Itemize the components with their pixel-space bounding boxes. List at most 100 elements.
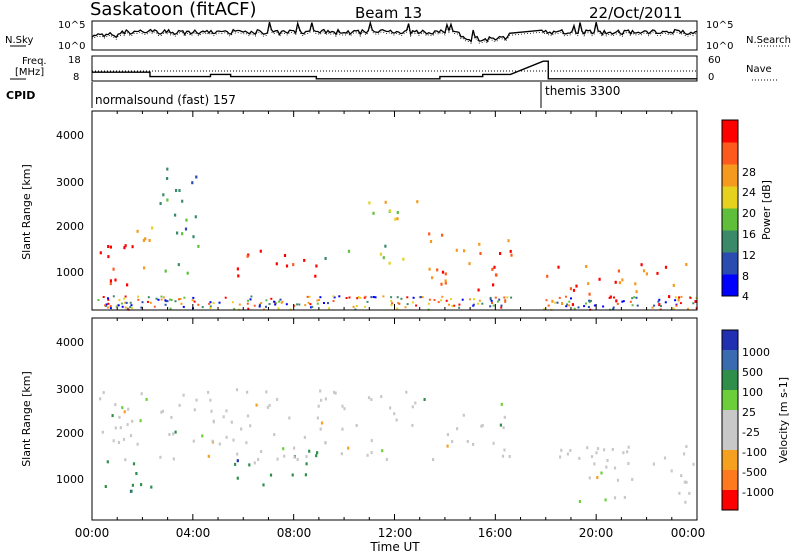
power-cell: [656, 271, 659, 275]
power-colorbar-swatch: [722, 274, 738, 297]
power-cell: [166, 167, 169, 171]
velocity-cell: [627, 445, 630, 449]
power-cell: [394, 217, 397, 221]
velocity-cell: [593, 462, 596, 466]
power-cell: [347, 249, 351, 253]
power-cell: [316, 302, 319, 305]
power-cell: [440, 282, 443, 286]
velocity-cell: [236, 476, 239, 480]
velocity-cell: [685, 480, 688, 484]
velocity-cell: [178, 403, 181, 407]
velocity-cell: [304, 473, 307, 477]
power-cell: [208, 302, 211, 305]
power-cell: [174, 213, 177, 217]
power-cell: [309, 303, 312, 306]
velocity-cell: [663, 456, 667, 460]
velocity-cell: [389, 406, 392, 410]
velocity-cell: [168, 433, 171, 436]
velocity-cell: [692, 462, 695, 466]
power-cell: [565, 305, 568, 308]
power-cell: [680, 295, 683, 298]
velocity-cell: [405, 390, 408, 394]
power-cell: [107, 306, 109, 309]
freq-label-line2: [MHz]: [15, 67, 44, 78]
power-cell: [162, 193, 165, 197]
power-cell: [246, 254, 249, 258]
velocity-data: [99, 388, 695, 504]
power-cell: [415, 304, 418, 307]
velocity-ytick-3000: 3000: [56, 383, 84, 396]
velocity-cell: [276, 457, 279, 461]
noise-left-tick-bottom: 10^0: [58, 41, 85, 52]
velocity-cell: [172, 432, 175, 436]
power-cell: [316, 299, 319, 302]
power-cell: [694, 300, 697, 303]
velocity-ytick-1000: 1000: [56, 473, 84, 486]
power-cell: [178, 298, 180, 301]
power-cell: [672, 283, 675, 287]
power-cell: [224, 296, 227, 299]
station-title: Saskatoon (fitACF): [90, 0, 257, 20]
power-cbar-label: Power [dB]: [760, 180, 773, 240]
velocity-colorbar-swatch: [722, 430, 738, 451]
power-cell: [366, 300, 369, 303]
power-cell: [441, 233, 444, 237]
noise-search-trace: [91, 23, 698, 45]
velocity-cell: [253, 461, 256, 465]
power-ytick-1000: 1000: [56, 266, 84, 279]
power-cell: [292, 263, 295, 267]
power-cell: [247, 299, 249, 302]
velocity-cell: [466, 440, 469, 443]
power-ytick-2000: 2000: [56, 220, 84, 233]
velocity-cell: [319, 427, 322, 431]
power-cell: [570, 297, 572, 300]
velocity-cell: [240, 427, 243, 431]
velocity-cell: [273, 433, 276, 437]
power-cell: [437, 301, 440, 304]
power-cell: [164, 299, 167, 302]
velocity-cell: [370, 398, 373, 401]
velocity-cell: [288, 416, 291, 420]
velocity-cell: [207, 454, 210, 458]
velocity-cell: [333, 390, 336, 394]
power-cell: [129, 301, 132, 304]
velocity-cell: [622, 451, 625, 455]
power-cell: [176, 231, 179, 235]
power-cell: [692, 302, 695, 305]
power-cell: [495, 273, 498, 277]
power-cell: [569, 287, 572, 291]
velocity-cell: [600, 471, 603, 475]
power-cell: [370, 296, 373, 299]
velocity-cell: [472, 442, 475, 446]
noise-right-tick-bottom: 10^0: [706, 41, 733, 52]
velocity-cell: [135, 472, 138, 475]
velocity-cell: [446, 444, 449, 448]
power-cell: [372, 296, 375, 298]
power-cell: [249, 298, 252, 301]
velocity-colorbar-swatch: [722, 350, 738, 371]
velocity-cell: [222, 415, 225, 419]
power-cell: [359, 296, 362, 299]
velocity-cell: [235, 388, 239, 392]
power-cell: [458, 303, 461, 306]
power-cell: [404, 306, 407, 309]
velocity-ytick-4000: 4000: [56, 336, 84, 349]
power-cell: [389, 209, 392, 213]
power-cell: [131, 245, 134, 249]
velocity-cell: [234, 462, 237, 466]
power-cell: [411, 301, 414, 304]
power-cell: [181, 199, 184, 203]
velocity-cell: [132, 462, 136, 466]
power-cell: [695, 296, 698, 299]
velocity-cell: [246, 390, 249, 394]
velocity-cell: [603, 448, 606, 452]
power-cell: [421, 296, 424, 299]
velocity-cell: [320, 421, 324, 425]
velocity-cell: [174, 430, 177, 434]
power-cell: [396, 217, 399, 221]
power-cbar-12: 12: [742, 249, 756, 262]
power-cell: [504, 300, 507, 303]
power-cell: [107, 302, 110, 305]
power-cell: [231, 301, 234, 304]
